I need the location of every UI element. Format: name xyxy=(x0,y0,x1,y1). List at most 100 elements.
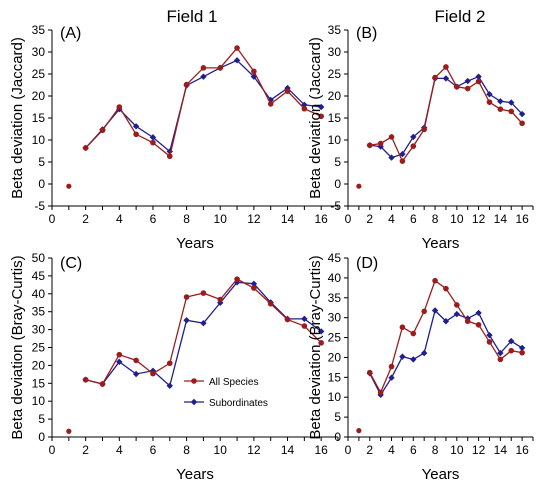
x-tick-label: 10 xyxy=(450,443,464,457)
column-title-field-1: Field 1 xyxy=(166,7,217,26)
panel-label: (C) xyxy=(60,255,82,272)
data-point xyxy=(116,104,123,110)
x-tick-label: 0 xyxy=(49,443,56,457)
x-tick-label: 2 xyxy=(82,443,89,457)
data-point xyxy=(420,349,428,357)
series-line xyxy=(85,281,322,388)
data-point xyxy=(150,139,156,146)
data-point xyxy=(217,299,224,306)
y-tick-label: 15 xyxy=(328,370,342,384)
data-point xyxy=(475,78,482,85)
data-point xyxy=(133,357,139,364)
y-tick-label: 0 xyxy=(334,430,341,444)
data-point xyxy=(166,382,173,390)
data-point xyxy=(82,145,89,151)
y-tick-label: 10 xyxy=(328,390,342,404)
data-point xyxy=(486,91,493,98)
y-tick-label: 15 xyxy=(32,376,46,390)
data-point xyxy=(399,324,406,331)
legend-label: All Species xyxy=(209,377,258,388)
data-point xyxy=(443,285,449,292)
x-tick-label: 10 xyxy=(450,212,464,226)
x-tick-label: 10 xyxy=(214,443,228,457)
legend-marker xyxy=(190,398,198,406)
y-tick-label: 20 xyxy=(328,350,342,364)
data-point xyxy=(508,108,515,115)
data-point xyxy=(183,81,190,88)
y-tick-label: 0 xyxy=(38,430,45,444)
y-tick-label: 30 xyxy=(328,45,342,59)
data-point xyxy=(66,428,72,434)
data-point xyxy=(200,319,207,327)
data-point xyxy=(250,280,258,287)
data-point xyxy=(454,302,460,308)
data-point xyxy=(301,315,308,323)
data-point xyxy=(200,73,207,80)
data-point xyxy=(318,113,324,120)
data-point xyxy=(132,370,140,378)
x-tick-label: 8 xyxy=(432,212,439,226)
data-point xyxy=(421,308,427,315)
x-tick-label: 10 xyxy=(214,212,228,226)
data-point xyxy=(318,340,324,346)
y-tick-label: 35 xyxy=(328,23,342,37)
data-point xyxy=(366,369,373,376)
data-point xyxy=(166,148,173,155)
data-point xyxy=(519,349,525,356)
data-point xyxy=(183,294,190,300)
x-tick-label: 12 xyxy=(247,443,261,457)
y-tick-label: 45 xyxy=(328,251,342,265)
y-tick-label: 15 xyxy=(32,111,46,125)
y-axis-label: Beta deviation (Jaccard) xyxy=(9,37,26,199)
data-point xyxy=(475,309,482,317)
y-tick-label: 30 xyxy=(328,311,342,325)
x-tick-label: 4 xyxy=(116,212,123,226)
data-point xyxy=(217,65,224,71)
y-tick-label: 35 xyxy=(32,305,46,319)
x-tick-label: 0 xyxy=(49,212,56,226)
y-tick-label: 20 xyxy=(328,89,342,103)
y-tick-label: 20 xyxy=(32,358,46,372)
column-title-field-2: Field 2 xyxy=(434,7,485,26)
data-point xyxy=(66,183,72,189)
x-tick-label: 12 xyxy=(472,443,486,457)
y-tick-label: 50 xyxy=(32,251,46,265)
x-tick-label: 16 xyxy=(314,212,328,226)
y-tick-label: 15 xyxy=(328,111,342,125)
x-tick-label: 16 xyxy=(515,212,529,226)
data-point xyxy=(200,290,207,296)
data-point xyxy=(421,126,427,133)
data-point xyxy=(251,68,257,75)
y-tick-label: 5 xyxy=(38,412,45,426)
data-point xyxy=(377,389,384,396)
data-point xyxy=(486,331,493,339)
data-point xyxy=(497,106,504,112)
y-tick-label: 35 xyxy=(32,23,46,37)
data-point xyxy=(388,363,395,370)
x-tick-label: 6 xyxy=(150,212,157,226)
series-line xyxy=(369,75,523,159)
data-point xyxy=(317,328,325,335)
data-point xyxy=(251,285,257,291)
legend-label: Subordinates xyxy=(209,398,268,409)
y-tick-label: 0 xyxy=(334,177,341,191)
panel-label: (A) xyxy=(60,25,81,42)
x-tick-label: 8 xyxy=(432,443,439,457)
y-tick-label: 35 xyxy=(328,291,342,305)
x-tick-label: 6 xyxy=(410,443,417,457)
legend-marker xyxy=(191,378,197,384)
data-point xyxy=(388,134,395,140)
data-point xyxy=(475,73,482,80)
y-tick-label: 40 xyxy=(32,287,46,301)
data-point xyxy=(399,353,406,360)
data-point xyxy=(432,74,438,81)
data-point xyxy=(284,88,291,94)
data-point xyxy=(183,317,190,324)
data-point xyxy=(508,337,515,345)
data-point xyxy=(301,105,308,112)
y-tick-label: 45 xyxy=(32,269,46,283)
